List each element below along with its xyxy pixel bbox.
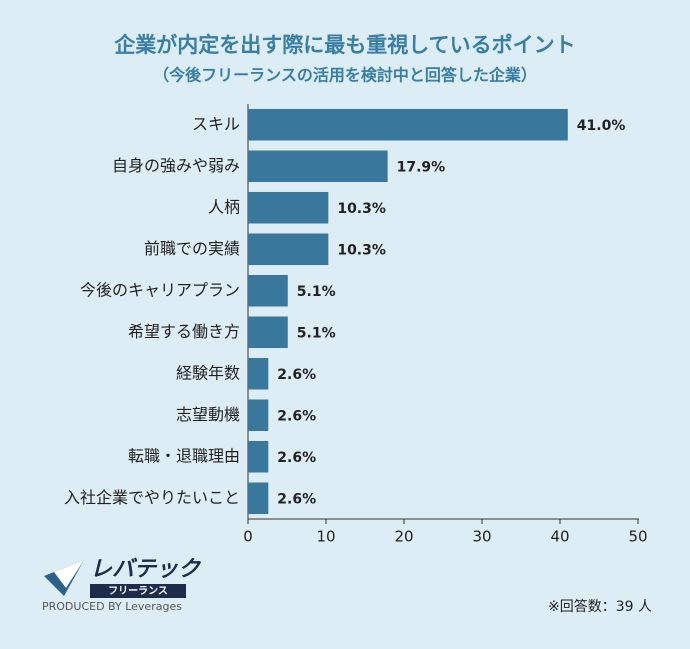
bar	[248, 399, 269, 432]
value-label: 2.6%	[277, 491, 316, 507]
y-tick-label: 自身の強みや弱み	[112, 156, 240, 175]
logo-name: レバテック	[90, 557, 202, 582]
x-tick-label: 50	[628, 528, 647, 546]
logo: レバテック フリーランス PRODUCED BY Leverages	[42, 557, 202, 613]
bar	[248, 440, 269, 473]
bar	[248, 191, 329, 224]
y-tick-label: 今後のキャリアプラン	[80, 280, 240, 299]
bar	[248, 357, 269, 390]
value-label: 5.1%	[297, 325, 336, 341]
bar	[248, 233, 329, 266]
value-label: 10.3%	[337, 242, 386, 258]
value-label: 2.6%	[277, 408, 316, 424]
value-label: 2.6%	[277, 450, 316, 466]
bar	[248, 482, 269, 515]
y-tick-label: 前職での実績	[144, 239, 240, 258]
value-label: 10.3%	[337, 201, 386, 217]
x-tick-label: 40	[550, 528, 569, 546]
y-tick-label: 転職・退職理由	[128, 446, 240, 465]
y-tick-label: 志望動機	[176, 405, 240, 424]
y-tick-label: 希望する働き方	[128, 322, 240, 341]
y-tick-label: 入社企業でやりたいこと	[64, 488, 240, 507]
bar	[248, 316, 288, 349]
logo-band	[90, 584, 186, 598]
note: ※回答数：39 人	[548, 598, 652, 615]
x-tick-label: 0	[243, 528, 253, 546]
chart-subtitle: （今後フリーランスの活用を検討中と回答した企業）	[153, 66, 537, 85]
logo-sub: フリーランス	[108, 585, 168, 597]
value-label: 41.0%	[577, 118, 626, 134]
logo-mark	[54, 560, 84, 588]
value-label: 5.1%	[297, 284, 336, 300]
y-tick-label: スキル	[192, 114, 240, 133]
y-tick-label: 経験年数	[176, 363, 240, 382]
bar	[248, 108, 568, 141]
x-tick-label: 10	[316, 528, 335, 546]
bar	[248, 274, 288, 307]
bar	[248, 150, 388, 183]
x-tick-label: 20	[394, 528, 413, 546]
x-tick-label: 30	[472, 528, 491, 546]
y-tick-label: 人柄	[208, 197, 240, 216]
logo-credit: PRODUCED BY Leverages	[42, 600, 182, 613]
value-label: 17.9%	[397, 159, 446, 175]
chart-title: 企業が内定を出す際に最も重視しているポイント	[113, 33, 575, 57]
value-label: 2.6%	[277, 367, 316, 383]
